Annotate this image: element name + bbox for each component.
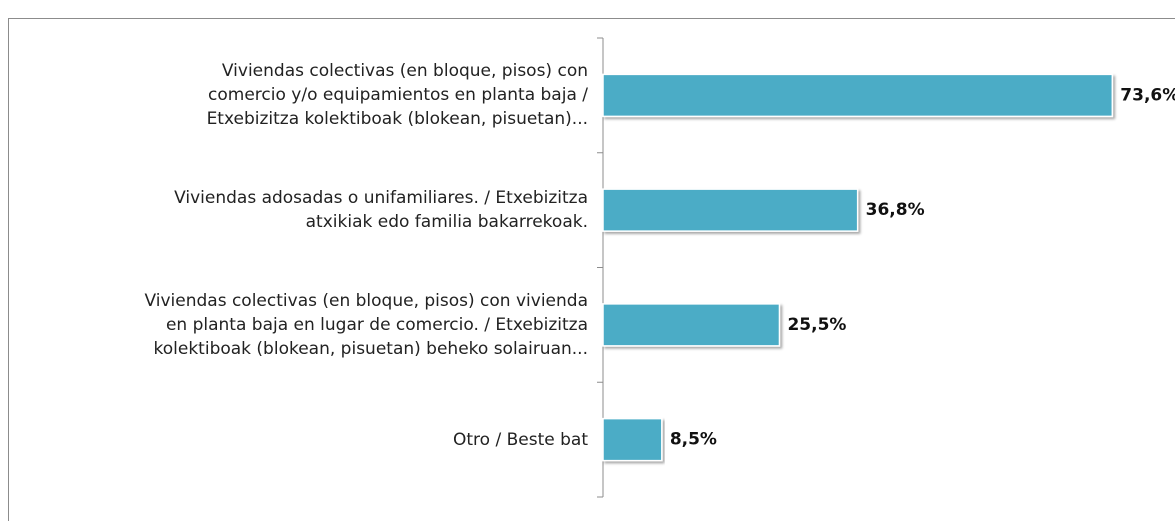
category-label: Viviendas colectivas (en bloque, pisos) … [144,290,589,359]
bar [602,188,859,232]
bar [602,73,1114,118]
bar [602,303,781,347]
value-label: 36,8% [866,200,925,220]
bar [602,417,663,462]
value-label: 8,5% [670,430,717,450]
category-label: Otro / Beste bat [453,429,588,450]
category-label: Viviendas adosadas o unifamiliares. / Et… [174,188,588,233]
chart-frame [8,18,1175,521]
value-label: 25,5% [787,315,846,335]
category-label: Viviendas colectivas (en bloque, pisos) … [206,61,588,130]
value-label: 73,6% [1120,85,1175,105]
